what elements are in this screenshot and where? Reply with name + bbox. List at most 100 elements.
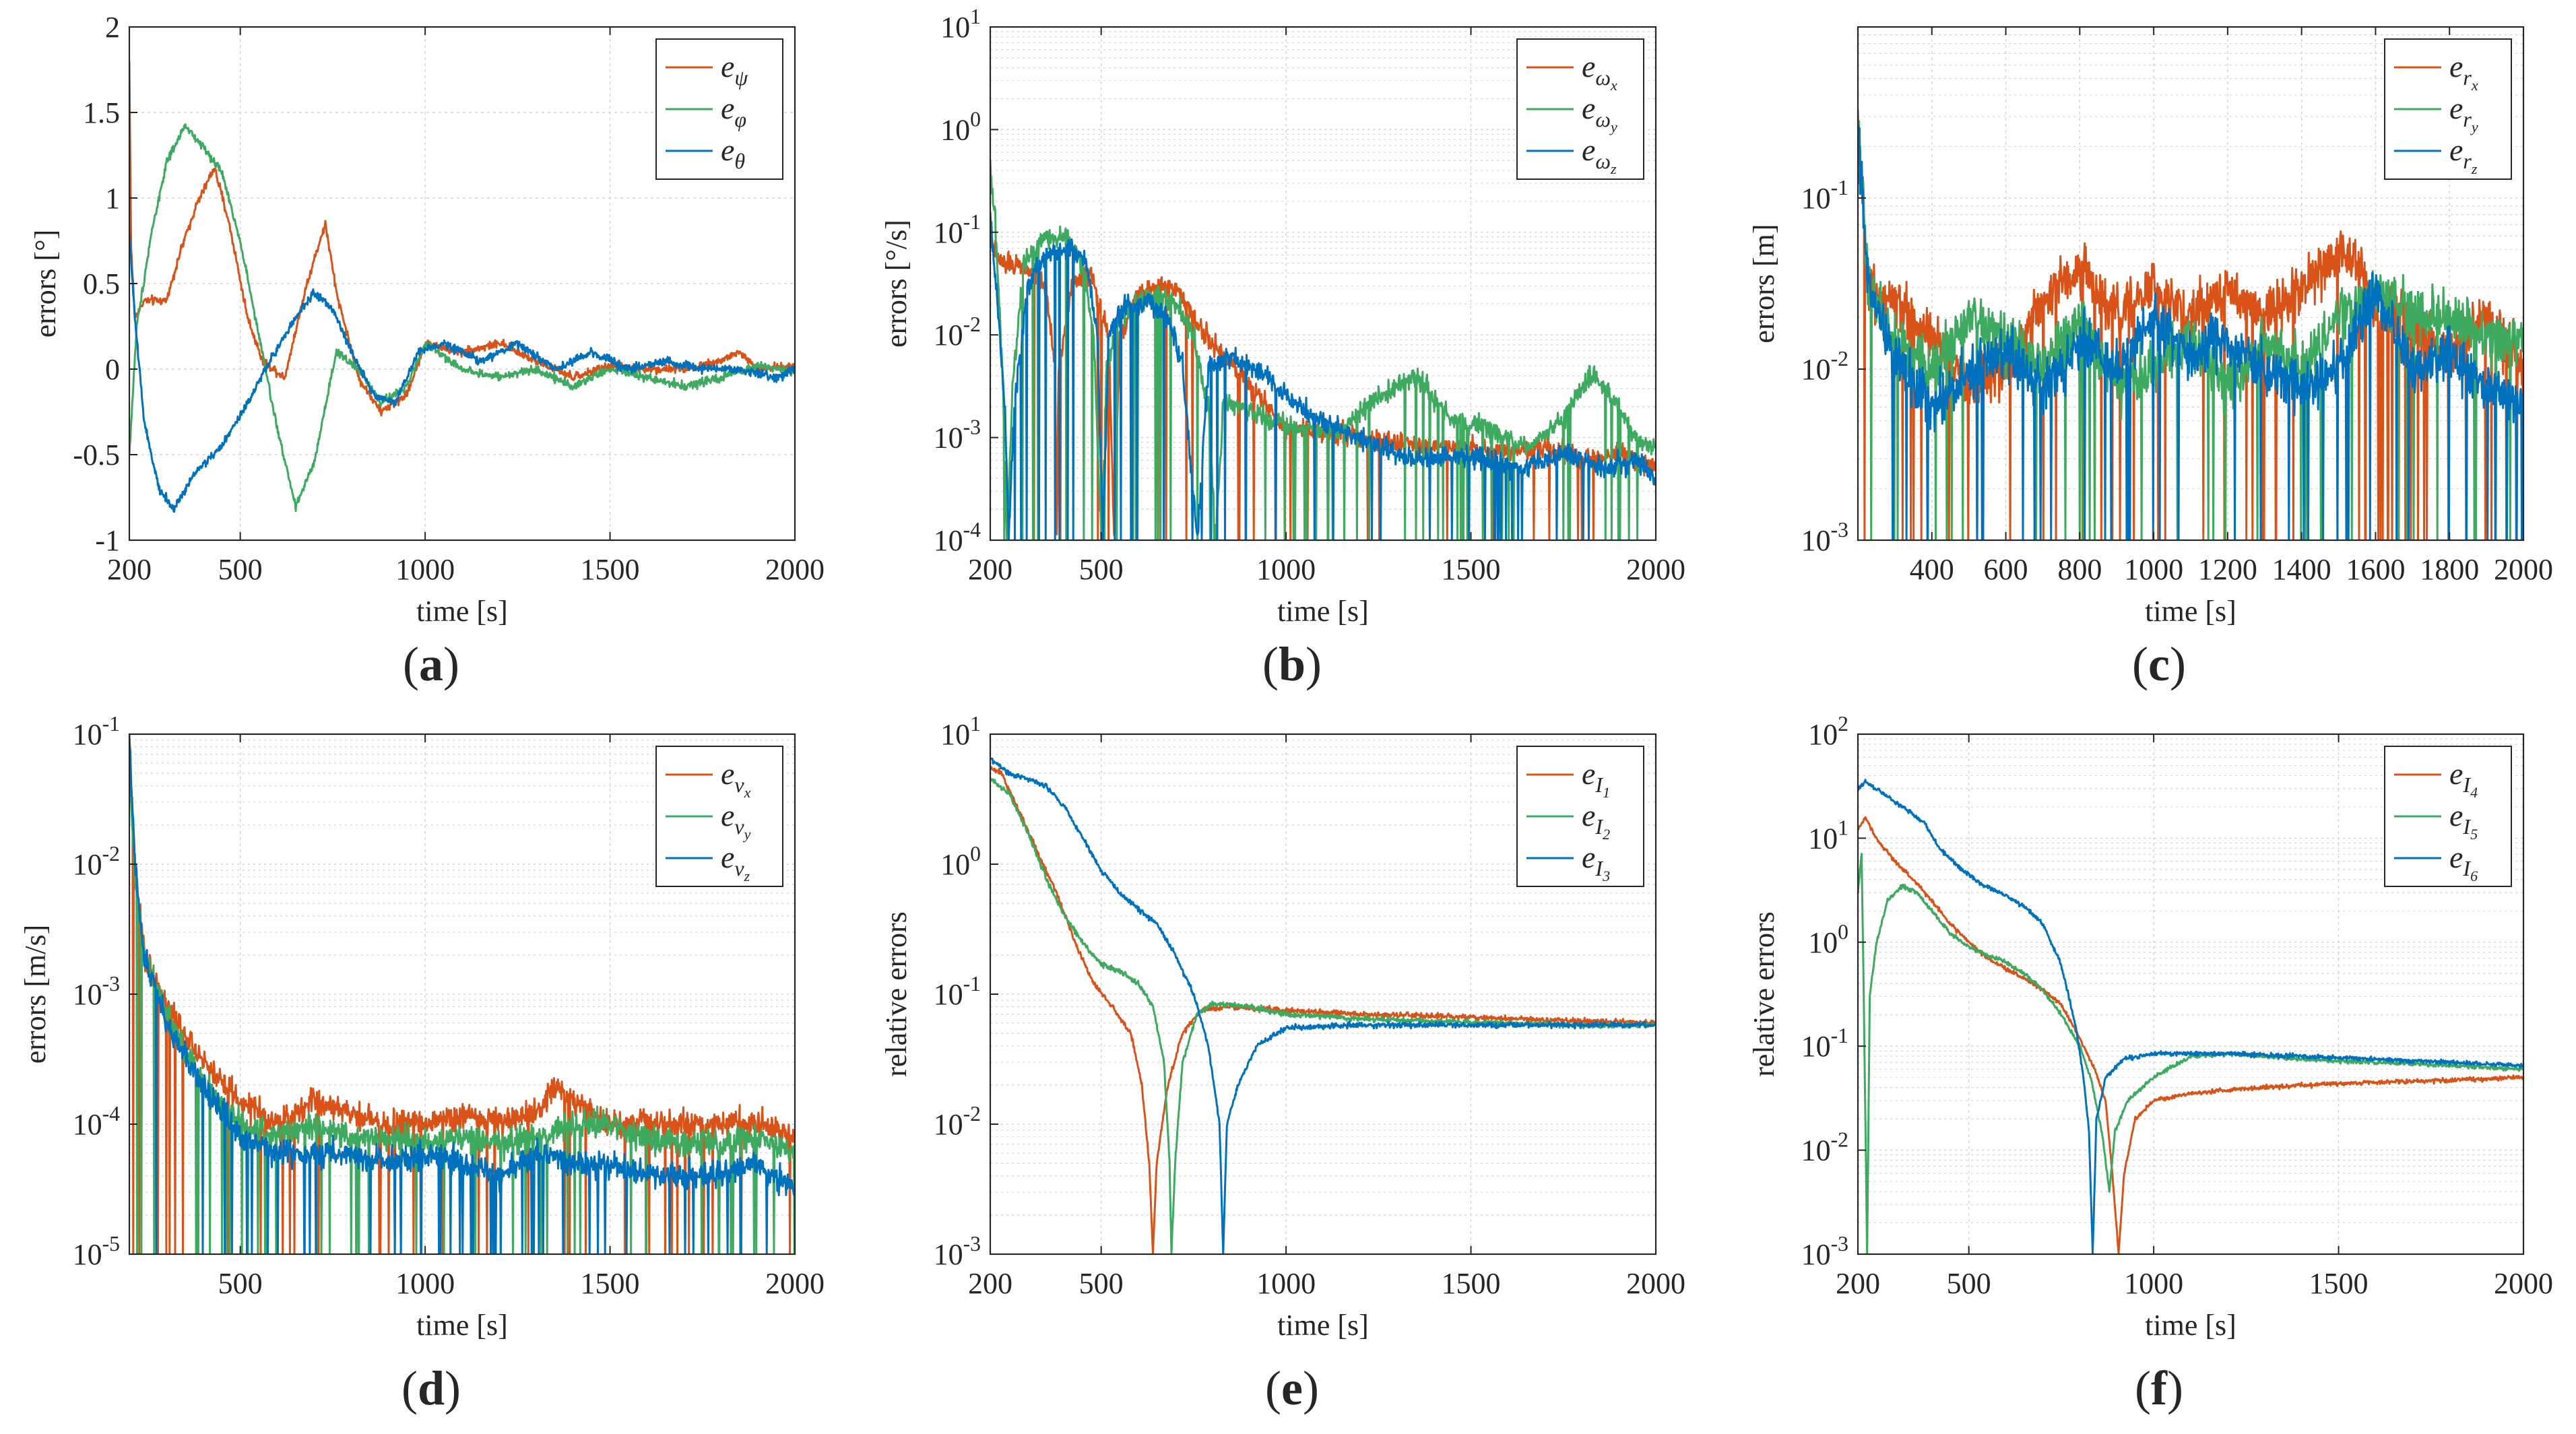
x-tick-label: 1000 (1256, 1267, 1316, 1300)
x-tick-label: 2000 (765, 1267, 825, 1300)
legend-entry: eωy (1582, 91, 1617, 135)
y-tick-label: 10-2 (1801, 347, 1848, 386)
legend-entry: eI3 (1582, 840, 1610, 884)
y-tick-label: 10-1 (1801, 1024, 1848, 1063)
axes-box (1857, 733, 2525, 1256)
panel-label: (a) (403, 637, 459, 691)
y-tick-label: 10-1 (1801, 176, 1848, 215)
y-tick-label: 10-1 (73, 712, 120, 751)
legend-entry: evy (721, 798, 751, 843)
y-tick-label: 10-3 (1801, 518, 1848, 557)
y-tick-label: 0 (105, 353, 120, 386)
legend-entry: eI5 (2449, 798, 2478, 843)
x-axis-label: time [s] (1277, 1309, 1369, 1342)
x-tick-label: 2000 (1626, 1267, 1685, 1300)
y-tick-label: 100 (940, 842, 981, 881)
series-group (1858, 779, 2523, 1254)
y-tick-label: 10-4 (73, 1102, 121, 1141)
x-tick-label: 500 (1079, 1267, 1124, 1300)
y-axis-label: errors [m] (1747, 224, 1780, 343)
x-tick-label: 1000 (395, 1267, 455, 1300)
series-line-green (129, 123, 795, 513)
x-tick-label: 500 (218, 553, 263, 586)
y-tick-label: 2 (105, 11, 120, 44)
series-line-green (129, 776, 795, 1254)
series-line-blue (1858, 125, 2523, 540)
legend-entry: eφ (721, 91, 746, 131)
axes-box (989, 26, 1657, 542)
y-tick-label: -0.5 (73, 438, 120, 471)
y-tick-label: 10-3 (934, 1232, 981, 1271)
legend-entry: ery (2449, 91, 2478, 135)
x-axis-label: time [s] (2145, 595, 2236, 628)
legend-entry: eI1 (1582, 756, 1610, 801)
x-tick-label: 1400 (2272, 553, 2331, 586)
legend-entry: evx (721, 756, 751, 801)
panel-label: (f) (2135, 1361, 2183, 1415)
x-tick-label: 1000 (395, 553, 455, 586)
panel-label: (e) (1265, 1361, 1319, 1415)
x-tick-label: 1200 (2198, 553, 2257, 586)
x-tick-label: 2000 (765, 553, 825, 586)
y-tick-label: 10-2 (934, 1102, 981, 1141)
legend-entry: eI4 (2449, 756, 2478, 801)
y-axis-label: errors [°/s] (880, 220, 913, 348)
x-tick-label: 500 (1079, 553, 1124, 586)
x-tick-label: 1500 (2309, 1267, 2369, 1300)
x-tick-label: 200 (968, 553, 1012, 586)
x-axis-label: time [s] (416, 595, 508, 628)
legend-entry: erx (2449, 49, 2478, 94)
y-tick-label: 102 (1808, 712, 1848, 751)
y-tick-label: 10-5 (73, 1232, 120, 1271)
y-tick-label: 10-2 (1801, 1128, 1848, 1167)
series-line-blue (990, 757, 1656, 1254)
series-line-blue (129, 734, 795, 1254)
x-tick-label: 500 (218, 1267, 263, 1300)
panel-e: 200 500 1000 1500 2000 10-3 10-2 10-1 100 101 time… (880, 712, 1685, 1415)
y-tick-label: 100 (940, 107, 981, 146)
x-tick-label: 1800 (2420, 553, 2479, 586)
x-tick-label: 1000 (2124, 1267, 2183, 1300)
y-axis-label: errors [m/s] (19, 925, 52, 1064)
panel-c: 400 600 800 1000 1200 1400 1600 1800 2000 10-3 10-… (1747, 26, 2553, 691)
panel-a: 200 500 1000 1500 2000 -1 -0.5 0 0.5 1 1.5 2 time [s… (29, 11, 825, 691)
x-tick-label: 1500 (581, 1267, 640, 1300)
series-group (990, 757, 1656, 1254)
x-tick-label: 1000 (2124, 553, 2183, 586)
y-tick-label: 1.5 (83, 96, 120, 129)
panel-f: 200 500 1000 1500 2000 10-3 10-2 10-1 100 101 102 t… (1747, 712, 2553, 1415)
x-tick-label: 1500 (1442, 1267, 1501, 1300)
legend-entry: eωz (1582, 133, 1617, 177)
legend-entry: eθ (721, 133, 745, 173)
legend-entry: eψ (721, 49, 748, 90)
x-axis-label: time [s] (416, 1309, 508, 1342)
y-tick-label: 10-2 (73, 842, 120, 881)
y-tick-label: 100 (1808, 920, 1848, 959)
series-group (1858, 110, 2523, 540)
x-tick-label: 1600 (2346, 553, 2405, 586)
y-tick-label: 101 (1808, 816, 1848, 855)
x-tick-label: 600 (1984, 553, 2028, 586)
legend-entry: evz (721, 840, 750, 884)
y-tick-label: 10-4 (934, 518, 981, 557)
y-tick-label: 101 (940, 712, 981, 751)
y-tick-label: 101 (940, 5, 981, 44)
panel-label: (d) (401, 1361, 461, 1415)
x-tick-label: 200 (1836, 1267, 1880, 1300)
x-axis-label: time [s] (1277, 595, 1369, 628)
x-tick-label: 2000 (2494, 1267, 2553, 1300)
panel-label: (c) (2132, 637, 2186, 691)
x-tick-label: 2000 (1626, 553, 1685, 586)
series-group (129, 734, 795, 1254)
x-tick-label: 2000 (2494, 553, 2553, 586)
series-line-green (1858, 853, 2523, 1254)
series-line-blue (990, 211, 1656, 540)
series-line-blue (1858, 779, 2523, 1254)
y-tick-label: 10-3 (73, 972, 120, 1011)
legend-entry: eI2 (1582, 798, 1610, 843)
series-group (129, 61, 795, 513)
